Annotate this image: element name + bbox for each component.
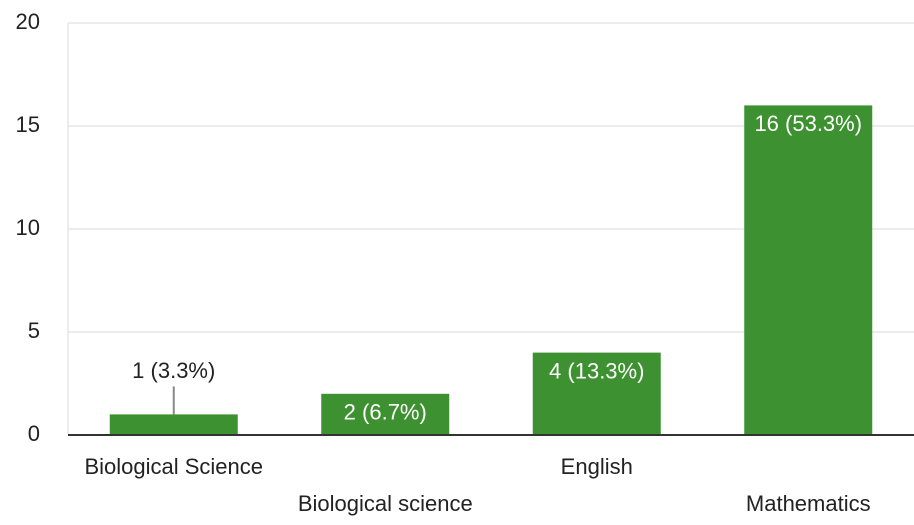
x-tick-label: English (561, 454, 633, 479)
x-tick-label: Biological Science (84, 454, 263, 479)
x-tick-label: Biological science (298, 491, 473, 516)
data-label: 1 (3.3%) (132, 358, 215, 383)
y-tick-label: 15 (16, 112, 40, 137)
data-label: 2 (6.7%) (344, 400, 427, 425)
bar (744, 105, 873, 436)
y-tick-label: 0 (28, 421, 40, 446)
bar (109, 414, 238, 435)
data-label: 16 (53.3%) (754, 111, 862, 136)
bar (321, 393, 450, 435)
y-tick-label: 10 (16, 215, 40, 240)
x-tick-label: Mathematics (746, 491, 871, 516)
data-label: 4 (13.3%) (549, 358, 644, 383)
y-tick-label: 5 (28, 318, 40, 343)
y-tick-label: 20 (16, 9, 40, 34)
bar (532, 352, 661, 435)
